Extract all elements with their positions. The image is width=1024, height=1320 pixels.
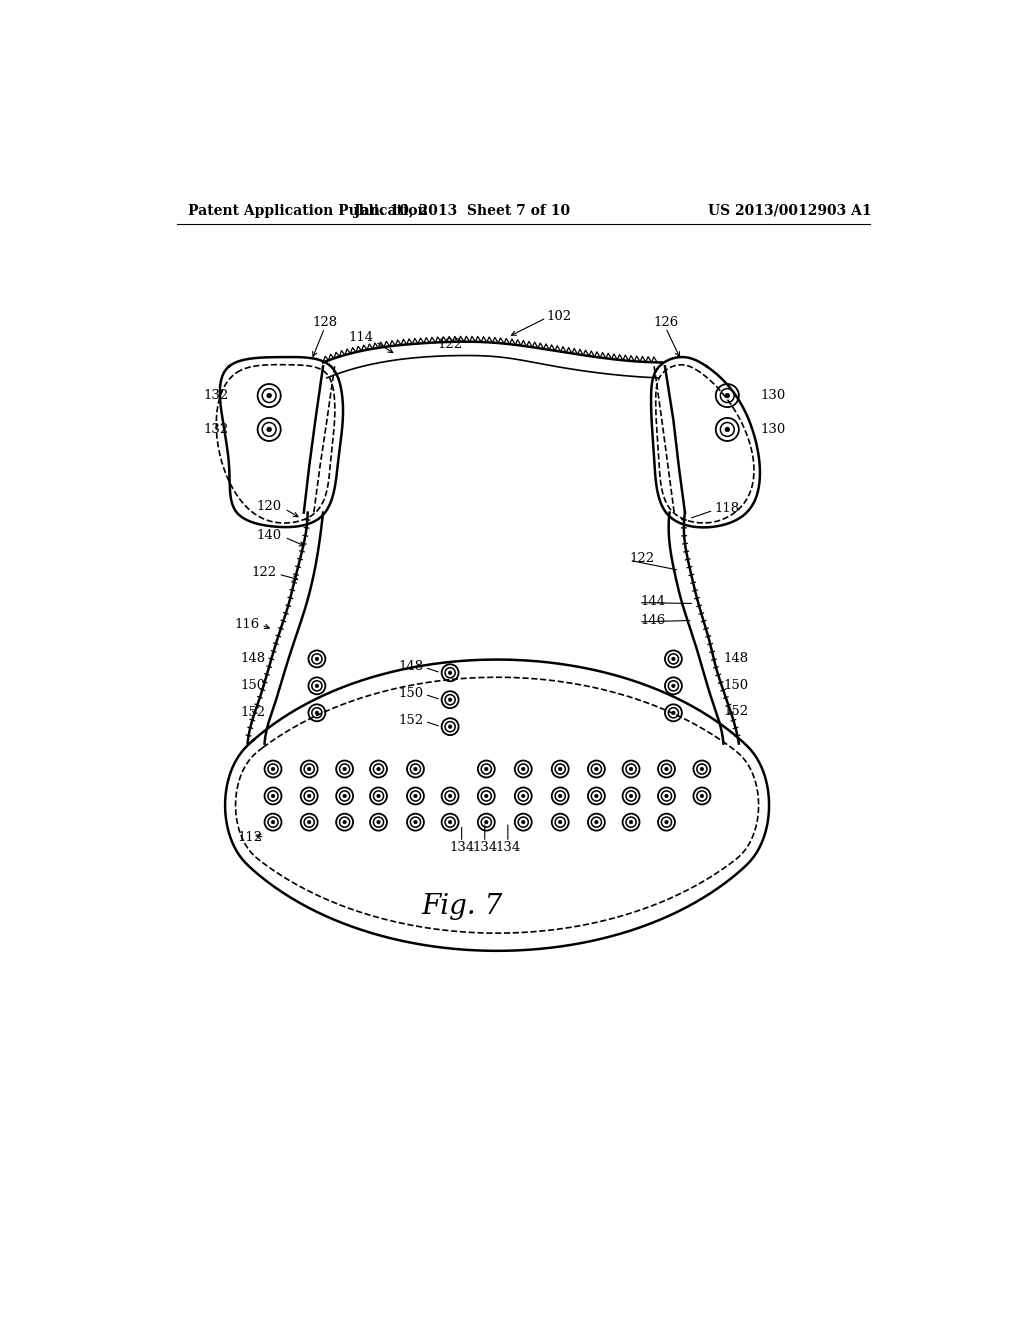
Text: Fig. 7: Fig. 7 <box>421 894 503 920</box>
Circle shape <box>449 725 452 729</box>
Text: 128: 128 <box>312 315 337 329</box>
Circle shape <box>558 767 562 771</box>
Text: 134: 134 <box>450 841 474 854</box>
Circle shape <box>267 393 271 397</box>
Text: 116: 116 <box>234 618 260 631</box>
Circle shape <box>595 821 598 824</box>
Circle shape <box>672 711 675 714</box>
Text: 122: 122 <box>252 566 276 579</box>
Circle shape <box>665 767 669 771</box>
Text: Jan. 10, 2013  Sheet 7 of 10: Jan. 10, 2013 Sheet 7 of 10 <box>353 203 569 218</box>
Circle shape <box>449 671 452 675</box>
Circle shape <box>558 821 562 824</box>
Circle shape <box>449 821 452 824</box>
Text: 122: 122 <box>630 552 654 565</box>
Text: 122: 122 <box>437 338 462 351</box>
Text: 102: 102 <box>547 310 571 323</box>
Text: 144: 144 <box>640 594 666 607</box>
Circle shape <box>343 795 346 797</box>
Circle shape <box>377 821 380 824</box>
Text: 132: 132 <box>204 422 229 436</box>
Text: 114: 114 <box>349 331 374 345</box>
Text: US 2013/0012903 A1: US 2013/0012903 A1 <box>708 203 871 218</box>
Circle shape <box>414 767 417 771</box>
Circle shape <box>595 767 598 771</box>
Circle shape <box>377 795 380 797</box>
Circle shape <box>595 795 598 797</box>
Circle shape <box>484 821 488 824</box>
Text: 130: 130 <box>761 389 785 403</box>
Text: 126: 126 <box>653 315 678 329</box>
Text: Patent Application Publication: Patent Application Publication <box>188 203 428 218</box>
Circle shape <box>725 428 730 432</box>
Circle shape <box>307 795 311 797</box>
Circle shape <box>449 795 452 797</box>
Circle shape <box>672 684 675 688</box>
Circle shape <box>672 657 675 660</box>
Circle shape <box>377 767 380 771</box>
Circle shape <box>484 795 488 797</box>
Circle shape <box>271 821 274 824</box>
Text: 152: 152 <box>398 714 423 727</box>
Text: 148: 148 <box>241 652 265 665</box>
Text: 152: 152 <box>241 706 265 719</box>
Circle shape <box>630 767 633 771</box>
Circle shape <box>630 821 633 824</box>
Circle shape <box>725 393 730 397</box>
Text: 120: 120 <box>256 500 282 513</box>
Circle shape <box>315 684 318 688</box>
Circle shape <box>414 821 417 824</box>
Circle shape <box>414 795 417 797</box>
Text: 146: 146 <box>640 614 666 627</box>
Circle shape <box>700 767 703 771</box>
Text: 148: 148 <box>398 660 423 673</box>
Circle shape <box>665 821 669 824</box>
Circle shape <box>665 795 669 797</box>
Circle shape <box>484 767 488 771</box>
Circle shape <box>558 795 562 797</box>
Text: 148: 148 <box>724 652 749 665</box>
Text: 150: 150 <box>724 680 749 693</box>
Circle shape <box>521 821 525 824</box>
Text: 152: 152 <box>724 705 749 718</box>
Circle shape <box>271 767 274 771</box>
Text: 150: 150 <box>241 680 265 693</box>
Circle shape <box>271 795 274 797</box>
Circle shape <box>343 767 346 771</box>
Circle shape <box>700 795 703 797</box>
Text: 140: 140 <box>256 529 282 543</box>
Text: 150: 150 <box>398 686 423 700</box>
Circle shape <box>521 767 525 771</box>
Circle shape <box>307 821 311 824</box>
Text: 134: 134 <box>472 841 498 854</box>
Circle shape <box>343 821 346 824</box>
Circle shape <box>449 698 452 701</box>
Circle shape <box>315 711 318 714</box>
Circle shape <box>267 428 271 432</box>
Circle shape <box>521 795 525 797</box>
Circle shape <box>630 795 633 797</box>
Circle shape <box>315 657 318 660</box>
Circle shape <box>307 767 311 771</box>
Text: 132: 132 <box>204 389 229 403</box>
Text: 118: 118 <box>714 502 739 515</box>
Text: 134: 134 <box>496 841 520 854</box>
Text: 112: 112 <box>238 832 263 843</box>
Text: 130: 130 <box>761 422 785 436</box>
